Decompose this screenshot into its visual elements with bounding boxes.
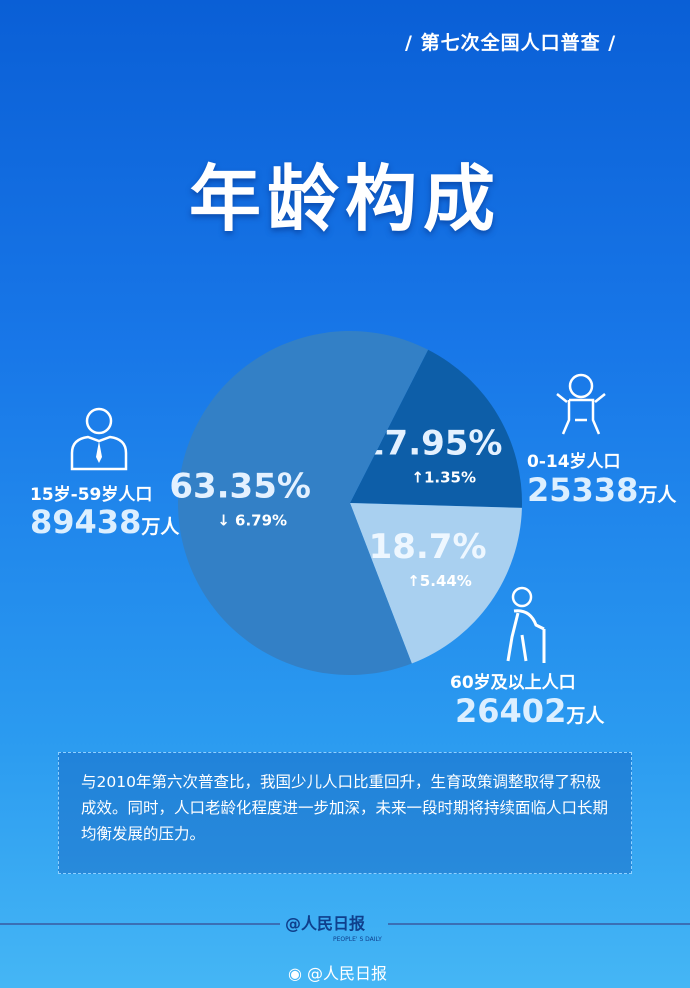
summary-note: 与2010年第六次普查比，我国少儿人口比重回升，生育政策调整取得了积极成效。同时… xyxy=(58,752,632,874)
pie-slice xyxy=(350,503,522,664)
child-population-value: 25338 xyxy=(527,471,639,509)
elderly-population-value: 26402 xyxy=(455,692,567,730)
pie-slice xyxy=(350,349,522,508)
weibo-text: @人民日报 xyxy=(307,964,388,983)
census-tag-text: 第七次全国人口普查 xyxy=(420,32,601,54)
people-daily-logo: @人民日报 xyxy=(285,914,366,933)
elderly-population: 26402万人 xyxy=(455,692,604,730)
slice-percent-label: 18.7% xyxy=(369,527,487,567)
census-tag: / 第七次全国人口普查 / xyxy=(405,32,617,54)
pie-slice xyxy=(177,330,429,675)
unit: 万人 xyxy=(566,705,605,727)
adult-population-value: 89438 xyxy=(30,503,142,541)
logo-text: 人民日报 xyxy=(301,914,366,933)
slice-percent-label: 63.35% xyxy=(169,466,311,506)
adult-label: 15岁-59岁人口 xyxy=(30,485,153,505)
divider xyxy=(0,923,280,925)
elderly-label: 60岁及以上人口 xyxy=(450,673,576,693)
child-label: 0-14岁人口 xyxy=(527,452,621,472)
page-title: 年龄构成 xyxy=(188,157,501,241)
adult-icon xyxy=(70,407,128,471)
baby-icon xyxy=(556,373,606,435)
logo-en: PEOPLE' S DAILY xyxy=(333,936,382,943)
slice-change-label: ↑5.44% xyxy=(407,572,472,590)
slice-change-label: ↓ 6.79% xyxy=(217,511,287,529)
child-population: 25338万人 xyxy=(527,471,676,509)
unit: 万人 xyxy=(638,484,677,506)
weibo-handle[interactable]: ◉ @人民日报 xyxy=(288,964,388,983)
unit: 万人 xyxy=(141,516,180,538)
slice-change-label: ↑1.35% xyxy=(411,469,476,487)
adult-population: 89438万人 xyxy=(30,503,179,541)
divider xyxy=(388,923,690,925)
elderly-icon xyxy=(506,586,546,663)
